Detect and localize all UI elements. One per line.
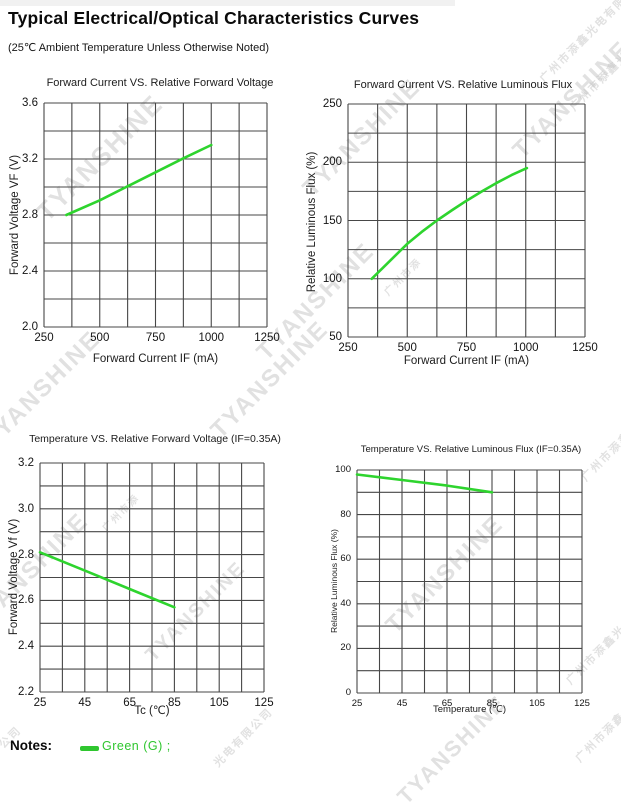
plot-area: 25 45 65 85 105 125 100 80 60 40 20 0 — [335, 464, 590, 709]
y-tick-label: 150 — [322, 214, 342, 227]
x-tick-label: 250 — [34, 332, 54, 344]
x-tick-label: 65 — [441, 698, 453, 709]
x-tick-label: 125 — [574, 698, 590, 709]
y-tick-label: 0 — [345, 687, 351, 698]
series-line-green-g — [64, 143, 213, 217]
plot-grid — [38, 462, 265, 693]
x-tick-label: 125 — [254, 697, 274, 709]
chart-title: Temperature VS. Relative Luminous Flux (… — [360, 444, 582, 455]
series-line-green-g — [38, 551, 176, 609]
scan-artifact — [0, 0, 455, 6]
y-tick-label: 2.2 — [18, 686, 34, 698]
plot-area: 25 45 65 85 105 125 3.2 3.0 2.8 2.6 2.4 2.2 — [18, 457, 274, 709]
watermark-text: 广州市添鑫 — [573, 710, 621, 765]
y-tick-label: 3.2 — [22, 153, 38, 165]
y-tick-label: 100 — [322, 272, 342, 285]
y-axis-label: Relative Luminous Flux (%) — [329, 529, 339, 633]
y-tick-label: 200 — [322, 156, 342, 169]
page-title: Typical Electrical/Optical Characteristi… — [8, 8, 420, 28]
y-tick-label: 40 — [340, 597, 351, 609]
x-tick-label: 500 — [397, 342, 417, 354]
x-tick-label: 25 — [351, 698, 363, 709]
plot-grid — [355, 469, 583, 694]
y-tick-label: 100 — [335, 464, 351, 475]
y-tick-label: 3.2 — [18, 457, 34, 469]
x-tick-label: 750 — [145, 332, 166, 344]
x-tick-label: 25 — [33, 697, 47, 709]
x-tick-label: 105 — [209, 697, 229, 709]
x-tick-label: 250 — [338, 342, 358, 354]
y-tick-label: 2.4 — [22, 265, 38, 277]
y-tick-label: 2.6 — [18, 594, 34, 607]
x-axis-label: Temperature (℃) — [433, 704, 506, 715]
x-axis-label: Forward Current IF (mA) — [403, 355, 530, 367]
chart-title: Temperature VS. Relative Forward Voltage… — [29, 433, 281, 445]
x-tick-label: 1000 — [198, 332, 225, 344]
x-tick-label: 500 — [90, 332, 110, 344]
green-legend-text: Green (G) ; — [102, 739, 171, 753]
x-tick-label: 750 — [456, 342, 477, 354]
plot-area: 250 500 750 1000 1250 3.6 3.2 2.8 2.4 2.0 — [22, 97, 280, 344]
y-axis-label: Forward Voltage Vf (V) — [8, 518, 20, 636]
x-tick-label: 1000 — [512, 342, 539, 354]
series-line-green-g — [370, 166, 529, 281]
y-tick-label: 50 — [329, 331, 342, 343]
y-tick-label: 2.0 — [22, 321, 38, 333]
x-tick-label: 85 — [486, 698, 498, 709]
x-tick-label: 85 — [167, 697, 181, 709]
series-line-green-g — [355, 473, 494, 494]
watermark-text: 广州市添鑫 — [579, 429, 621, 484]
plot-area: 250 500 750 1000 1250 250 200 150 100 50 — [323, 98, 598, 354]
green-legend-swatch — [80, 746, 99, 751]
y-tick-label: 3.0 — [18, 502, 34, 515]
chart-title: Forward Current VS. Relative Luminous Fl… — [353, 79, 573, 91]
plot-grid — [347, 103, 586, 338]
x-tick-label: 65 — [123, 697, 136, 709]
chart-title: Forward Current VS. Relative Forward Vol… — [46, 77, 274, 89]
y-tick-label: 2.4 — [18, 640, 34, 653]
x-tick-label: 1250 — [572, 342, 598, 354]
x-tick-label: 45 — [78, 697, 92, 709]
x-tick-label: 1250 — [254, 332, 280, 344]
y-tick-label: 2.8 — [22, 209, 38, 221]
y-tick-label: 60 — [340, 553, 351, 565]
x-tick-label: 45 — [396, 698, 408, 709]
plot-grid — [43, 102, 268, 328]
x-axis-label: Forward Current IF (mA) — [92, 353, 219, 365]
notes-label: Notes: — [10, 738, 53, 753]
x-axis-label: Tc (℃) — [134, 705, 170, 717]
y-tick-label: 250 — [322, 98, 342, 110]
y-tick-label: 20 — [340, 642, 351, 654]
page-subtitle: (25℃ Ambient Temperature Unless Otherwis… — [8, 42, 269, 54]
y-tick-label: 3.6 — [22, 97, 38, 109]
y-tick-label: 2.8 — [18, 548, 34, 561]
x-tick-label: 105 — [529, 698, 545, 709]
y-tick-label: 80 — [340, 508, 351, 520]
